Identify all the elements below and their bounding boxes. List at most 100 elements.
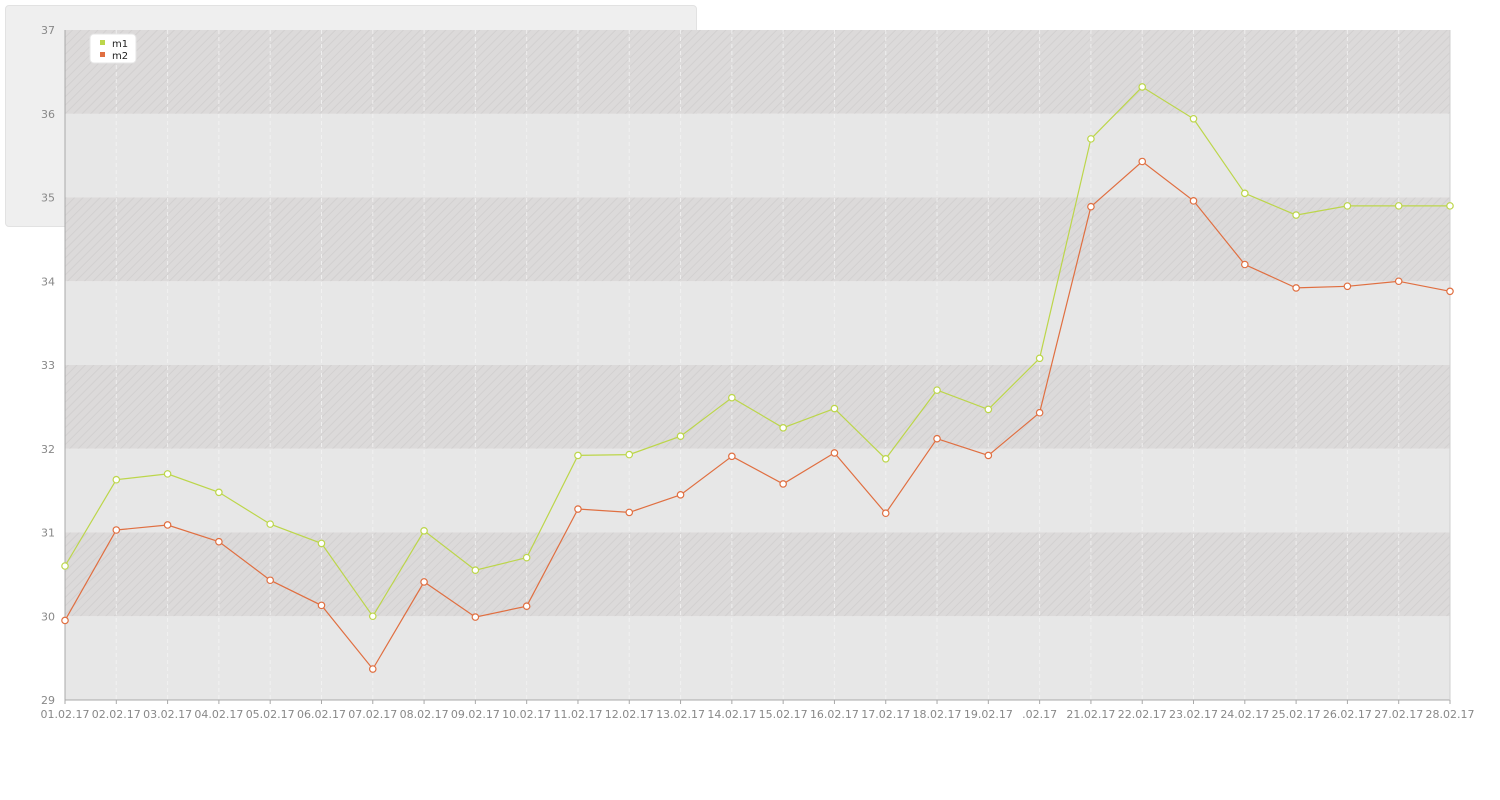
data-point-m2[interactable] — [984, 451, 993, 460]
legend: m1 m2 — [89, 33, 137, 64]
data-point-m2[interactable] — [112, 526, 121, 534]
x-tick-label: 10.02.17 — [502, 708, 551, 721]
data-point-m2[interactable] — [522, 602, 531, 611]
y-tick-label: 29 — [41, 694, 55, 707]
data-point-m1[interactable] — [61, 562, 69, 570]
legend-label-m2[interactable]: m2 — [112, 51, 128, 62]
data-point-m1[interactable] — [984, 405, 993, 414]
data-point-m2[interactable] — [1394, 277, 1403, 286]
x-tick-label: 08.02.17 — [400, 708, 449, 721]
x-tick-label: 16.02.17 — [810, 708, 859, 721]
plot-band — [65, 448, 1450, 533]
y-tick-label: 35 — [41, 192, 55, 205]
data-point-m1[interactable] — [420, 527, 428, 535]
axes — [64, 30, 1451, 701]
data-point-m2[interactable] — [574, 505, 582, 513]
x-tick-label: 24.02.17 — [1220, 708, 1269, 721]
data-point-m2[interactable] — [1343, 282, 1352, 291]
data-point-m1[interactable] — [933, 386, 941, 394]
data-point-m1[interactable] — [728, 393, 736, 402]
y-tick-label: 34 — [41, 275, 55, 288]
data-point-m2[interactable] — [779, 480, 787, 488]
x-tick-label: 03.02.17 — [143, 708, 192, 721]
data-point-m2[interactable] — [1292, 284, 1300, 292]
data-point-m2[interactable] — [420, 578, 428, 586]
data-point-m2[interactable] — [1189, 197, 1198, 205]
x-tick-label: .02.17 — [1022, 708, 1057, 721]
data-point-m1[interactable] — [1138, 83, 1147, 91]
x-tick-label: 13.02.17 — [656, 708, 705, 721]
data-point-m2[interactable] — [61, 616, 69, 625]
data-point-m1[interactable] — [779, 424, 787, 432]
data-point-m2[interactable] — [317, 601, 326, 610]
data-point-m1[interactable] — [112, 475, 121, 484]
x-tick-label: 04.02.17 — [194, 708, 243, 721]
data-point-m2[interactable] — [266, 576, 274, 585]
data-point-m1[interactable] — [625, 450, 634, 459]
y-tick-label: 31 — [41, 527, 55, 540]
plot-band — [65, 30, 1450, 114]
data-point-m1[interactable] — [522, 553, 531, 562]
data-point-m2[interactable] — [881, 509, 890, 518]
data-point-m2[interactable] — [830, 449, 839, 457]
y-tick-label: 30 — [41, 610, 55, 623]
data-point-m2[interactable] — [471, 613, 480, 621]
data-point-m2[interactable] — [676, 491, 685, 499]
data-point-m1[interactable] — [1343, 202, 1352, 210]
data-point-m2[interactable] — [728, 452, 736, 461]
data-point-m1[interactable] — [1087, 135, 1095, 143]
y-tick-label: 37 — [41, 24, 55, 37]
data-point-m1[interactable] — [471, 566, 480, 574]
data-point-m2[interactable] — [1087, 202, 1095, 211]
data-point-m1[interactable] — [163, 470, 172, 478]
x-tick-label: 18.02.17 — [913, 708, 962, 721]
x-tick-label: 21.02.17 — [1066, 708, 1115, 721]
x-tick-label: 05.02.17 — [246, 708, 295, 721]
data-point-m1[interactable] — [1241, 189, 1249, 198]
data-point-m2[interactable] — [625, 508, 634, 517]
data-point-m1[interactable] — [830, 404, 839, 413]
x-tick-label: 01.02.17 — [41, 708, 90, 721]
data-point-m1[interactable] — [1394, 202, 1403, 210]
series-line-m2 — [64, 160, 1451, 671]
data-point-m1[interactable] — [215, 488, 223, 497]
data-point-m2[interactable] — [368, 665, 377, 673]
data-point-m1[interactable] — [1035, 354, 1044, 363]
x-tick-label: 19.02.17 — [964, 708, 1013, 721]
x-tick-label: 02.02.17 — [92, 708, 141, 721]
x-tick-label: 25.02.17 — [1272, 708, 1321, 721]
data-point-m1[interactable] — [1292, 211, 1300, 219]
x-tick-label: 15.02.17 — [759, 708, 808, 721]
legend-label-m1[interactable]: m1 — [112, 39, 128, 50]
data-point-m2[interactable] — [1035, 408, 1044, 417]
data-point-m1[interactable] — [574, 451, 582, 460]
y-tick-label: 32 — [41, 443, 55, 456]
x-tick-label: 28.02.17 — [1426, 708, 1475, 721]
legend-swatch-m1 — [100, 40, 105, 45]
data-point-m2[interactable] — [1241, 260, 1249, 269]
x-tick-label: 07.02.17 — [348, 708, 397, 721]
data-point-m2[interactable] — [163, 521, 172, 529]
series-group — [61, 83, 1454, 673]
data-point-m1[interactable] — [676, 432, 685, 440]
data-point-m1[interactable] — [1189, 114, 1198, 123]
plot-band — [65, 197, 1450, 282]
data-point-m1[interactable] — [317, 539, 326, 548]
data-point-m1[interactable] — [266, 520, 274, 528]
data-point-m1[interactable] — [881, 454, 890, 463]
x-tick-label: 12.02.17 — [605, 708, 654, 721]
data-point-m1[interactable] — [1446, 202, 1454, 210]
data-point-m2[interactable] — [215, 537, 223, 546]
x-tick-label: 17.02.17 — [861, 708, 910, 721]
plot-band — [65, 113, 1450, 198]
data-point-m1[interactable] — [368, 612, 377, 621]
x-tick-label: 22.02.17 — [1118, 708, 1167, 721]
data-point-m2[interactable] — [1138, 157, 1147, 166]
y-tick-label: 36 — [41, 108, 55, 121]
data-point-m2[interactable] — [933, 434, 941, 443]
data-point-m2[interactable] — [1446, 287, 1454, 296]
y-axis-ticks: 29 30 31 32 33 34 35 36 37 — [41, 24, 55, 707]
x-axis-ticks: 01.02.17 02.02.17 03.02.17 04.02.17 05.02.17… — [41, 700, 1475, 721]
plot-band — [65, 281, 1450, 365]
